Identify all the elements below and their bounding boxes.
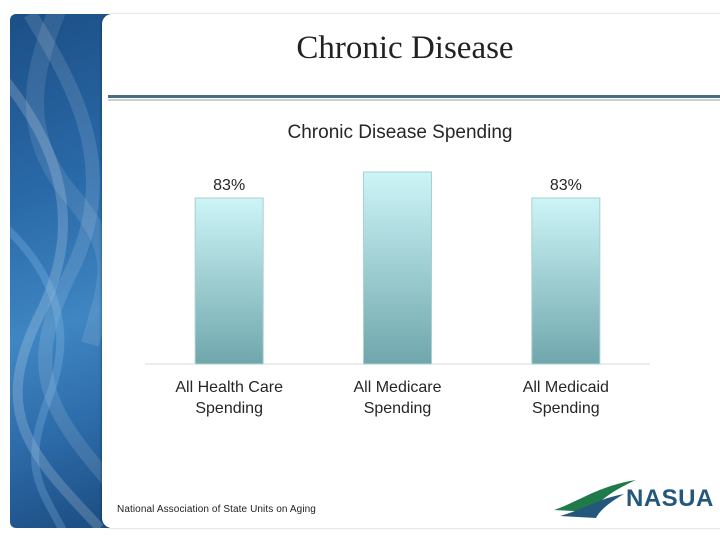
swirl-graphic bbox=[10, 14, 110, 528]
organization-name: National Association of State Units on A… bbox=[117, 504, 316, 515]
category-label-1: All Health Care Spending bbox=[175, 379, 283, 417]
bar-3 bbox=[531, 197, 601, 365]
bar-1 bbox=[194, 197, 264, 365]
title-rule-shadow bbox=[108, 99, 720, 101]
chart-title: Chronic Disease Spending bbox=[287, 122, 513, 143]
title-rule bbox=[108, 95, 720, 98]
decorative-side-panel bbox=[10, 14, 110, 528]
bar-chart: 83%All Health CareSpending96%All Medicar… bbox=[145, 171, 650, 417]
nasua-logo-icon bbox=[554, 480, 636, 518]
data-label-1: 83% bbox=[213, 177, 245, 194]
bar-2 bbox=[363, 171, 432, 365]
data-label-3: 83% bbox=[550, 177, 582, 194]
category-label-3: All Medicaid Spending bbox=[523, 379, 609, 417]
slide-title: Chronic Disease bbox=[296, 30, 514, 66]
category-label-2: All Medicare Spending bbox=[353, 379, 441, 417]
logo-text: NASUA bbox=[626, 485, 714, 512]
